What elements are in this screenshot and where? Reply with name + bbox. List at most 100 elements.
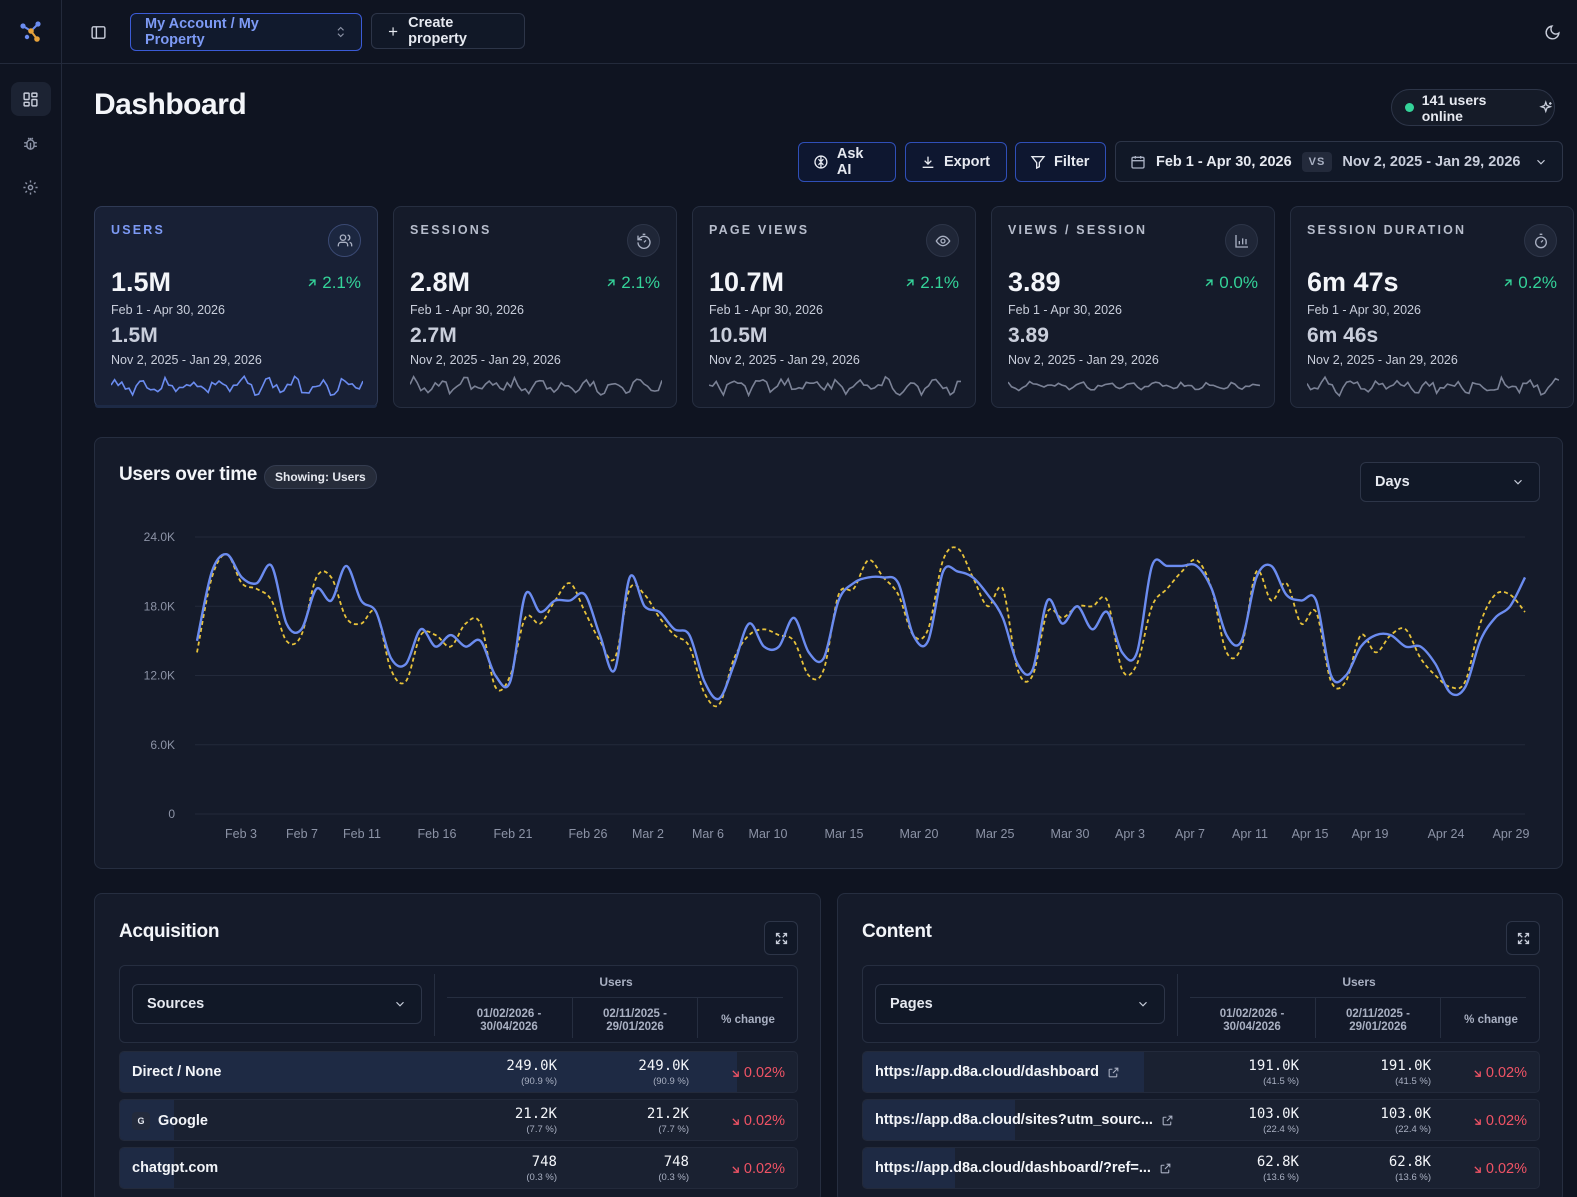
sparkline-path — [410, 375, 662, 396]
kpi-sparkline — [410, 375, 662, 396]
users-line-chart[interactable]: 0 6.0K 12.0K 18.0K 24.0K Feb 3 Feb 7 Feb 11 Feb … — [95, 508, 1562, 868]
row-current-share: (90.9 %) — [521, 1076, 557, 1087]
sidebar-item-dashboard[interactable] — [10, 82, 51, 116]
table-row[interactable]: G Google 21.2K (7.7 %) 21.2K (7.7 %) 0.02% — [119, 1099, 798, 1141]
kpi-change-value: 0.0% — [1219, 273, 1258, 292]
kpi-card-views-session[interactable]: VIEWS / SESSION 3.89 0.0% Feb 1 - Apr 30… — [991, 206, 1275, 408]
kpi-value: 10.7M — [709, 267, 785, 297]
content-expand-button[interactable] — [1506, 921, 1540, 955]
chevrons-up-down-icon — [337, 26, 344, 38]
acquisition-col-change: % change — [721, 1014, 775, 1026]
external-link-icon[interactable] — [1159, 1162, 1172, 1175]
maximize-icon — [775, 932, 787, 944]
kpi-card-sessions[interactable]: SESSIONS 2.8M 2.1% Feb 1 - Apr 30, 2026 … — [393, 206, 677, 408]
page-title: Dashboard — [94, 88, 247, 121]
row-previous-value: 62.8K — [1388, 1154, 1431, 1170]
content-metric-header: Users — [1342, 975, 1376, 989]
sparkline-path — [1008, 380, 1260, 392]
export-button[interactable]: Export — [905, 142, 1007, 182]
acquisition-dimension-select[interactable]: Sources — [132, 984, 422, 1024]
filter-icon — [1030, 156, 1046, 170]
row-previous: 748 (0.3 %) — [658, 1154, 689, 1186]
vs-badge: VS — [1301, 151, 1333, 172]
kpi-card-users[interactable]: USERS 1.5M 2.1% Feb 1 - Apr 30, 2026 1.5… — [94, 206, 378, 408]
content-dimension-select[interactable]: Pages — [875, 984, 1165, 1024]
row-name-text: https://app.d8a.cloud/dashboard/?ref=... — [875, 1160, 1151, 1176]
content-title: Content — [862, 921, 932, 942]
kpi-period: Feb 1 - Apr 30, 2026 — [410, 303, 524, 317]
kpi-label: SESSIONS — [410, 223, 492, 237]
row-change-value: 0.02% — [743, 1113, 785, 1129]
download-icon — [922, 156, 934, 168]
kpi-change: 2.1% — [604, 273, 660, 293]
share-bar — [863, 1148, 956, 1188]
x-tick-label: Apr 7 — [1175, 827, 1205, 841]
table-row[interactable]: https://app.d8a.cloud/dashboard 191.0K (4… — [862, 1051, 1540, 1093]
brain-icon — [814, 155, 828, 169]
filter-label: Filter — [1054, 154, 1090, 170]
table-row[interactable]: https://app.d8a.cloud/dashboard/?ref=...… — [862, 1147, 1540, 1189]
kpi-change: 0.0% — [1202, 273, 1258, 293]
row-current-value: 249.0K — [506, 1058, 557, 1074]
share-bar — [120, 1148, 175, 1188]
kpi-change: 2.1% — [903, 273, 959, 293]
external-link-icon[interactable] — [1107, 1066, 1120, 1079]
sidebar-item-debug[interactable] — [11, 126, 51, 160]
kpi-period: Feb 1 - Apr 30, 2026 — [1307, 303, 1421, 317]
row-previous-share: (90.9 %) — [653, 1076, 689, 1087]
external-link-icon[interactable] — [1161, 1114, 1174, 1127]
row-current-value: 62.8K — [1256, 1154, 1299, 1170]
kpi-period: Feb 1 - Apr 30, 2026 — [1008, 303, 1122, 317]
calendar-icon — [1131, 155, 1145, 169]
arrow-up-right-icon — [1504, 279, 1512, 287]
date-range-picker[interactable]: Feb 1 - Apr 30, 2026 VS Nov 2, 2025 - Ja… — [1115, 141, 1563, 182]
property-selector[interactable]: My Account / My Property — [130, 13, 362, 51]
arrow-down-right-icon — [1474, 1117, 1481, 1125]
row-name-text: https://app.d8a.cloud/dashboard — [875, 1064, 1099, 1080]
row-change-value: 0.02% — [1485, 1065, 1527, 1081]
filter-button[interactable]: Filter — [1015, 142, 1106, 182]
timer-reset-icon — [636, 233, 651, 249]
table-row[interactable]: Direct / None 249.0K (90.9 %) 249.0K (90.9… — [119, 1051, 798, 1093]
x-tick-label: Feb 26 — [569, 827, 608, 841]
sparkline-path — [111, 375, 363, 397]
theme-toggle-button[interactable] — [1540, 20, 1564, 44]
toggle-sidebar-button[interactable] — [86, 20, 110, 44]
granularity-value: Days — [1375, 474, 1410, 490]
row-name: https://app.d8a.cloud/dashboard — [875, 1064, 1120, 1080]
row-change: 0.02% — [729, 1113, 785, 1129]
kpi-prev-value: 6m 46s — [1307, 324, 1379, 347]
kpi-label: SESSION DURATION — [1307, 223, 1467, 237]
kpi-card-page-views[interactable]: PAGE VIEWS 10.7M 2.1% Feb 1 - Apr 30, 20… — [692, 206, 976, 408]
sidebar-item-settings[interactable] — [11, 170, 51, 204]
series-line-previous[interactable] — [196, 546, 1526, 708]
row-name: https://app.d8a.cloud/sites?utm_sourc... — [875, 1112, 1174, 1128]
ask-ai-button[interactable]: Ask AI — [798, 142, 896, 182]
row-change: 0.02% — [1471, 1161, 1527, 1177]
row-name-text: chatgpt.com — [132, 1160, 219, 1176]
kpi-label: USERS — [111, 223, 166, 237]
table-row[interactable]: chatgpt.com 748 (0.3 %) 748 (0.3 %) 0.02% — [119, 1147, 798, 1189]
logo[interactable] — [0, 0, 61, 64]
kpi-prev-period: Nov 2, 2025 - Jan 29, 2026 — [1008, 353, 1159, 367]
online-dot — [1405, 103, 1414, 112]
acquisition-expand-button[interactable] — [764, 921, 798, 955]
row-previous-value: 21.2K — [646, 1106, 689, 1122]
table-row[interactable]: https://app.d8a.cloud/sites?utm_sourc...… — [862, 1099, 1540, 1141]
kpi-prev-value: 1.5M — [111, 324, 158, 347]
arrow-down-right-icon — [732, 1117, 739, 1125]
granularity-select[interactable]: Days — [1360, 462, 1540, 502]
create-property-button[interactable]: Create property — [371, 13, 525, 49]
row-current: 249.0K (90.9 %) — [506, 1058, 557, 1090]
kpi-sparkline — [111, 375, 363, 397]
users-online-badge[interactable]: 141 users online — [1391, 89, 1555, 126]
acquisition-panel: Acquisition Sources Users 01/02/2026 - 3… — [94, 893, 821, 1197]
sparkles-icon — [1539, 99, 1553, 113]
series-line-current[interactable] — [195, 552, 1527, 701]
kpi-card-session-duration[interactable]: SESSION DURATION 6m 47s 0.2% Feb 1 - Apr… — [1290, 206, 1574, 408]
acquisition-col-current: 01/02/2026 - 30/04/2026 — [476, 1008, 542, 1033]
kpi-prev-period: Nov 2, 2025 - Jan 29, 2026 — [111, 353, 262, 367]
dashboard-icon — [23, 91, 38, 107]
row-current-share: (13.6 %) — [1263, 1172, 1299, 1183]
x-tick-label: Feb 16 — [418, 827, 457, 841]
